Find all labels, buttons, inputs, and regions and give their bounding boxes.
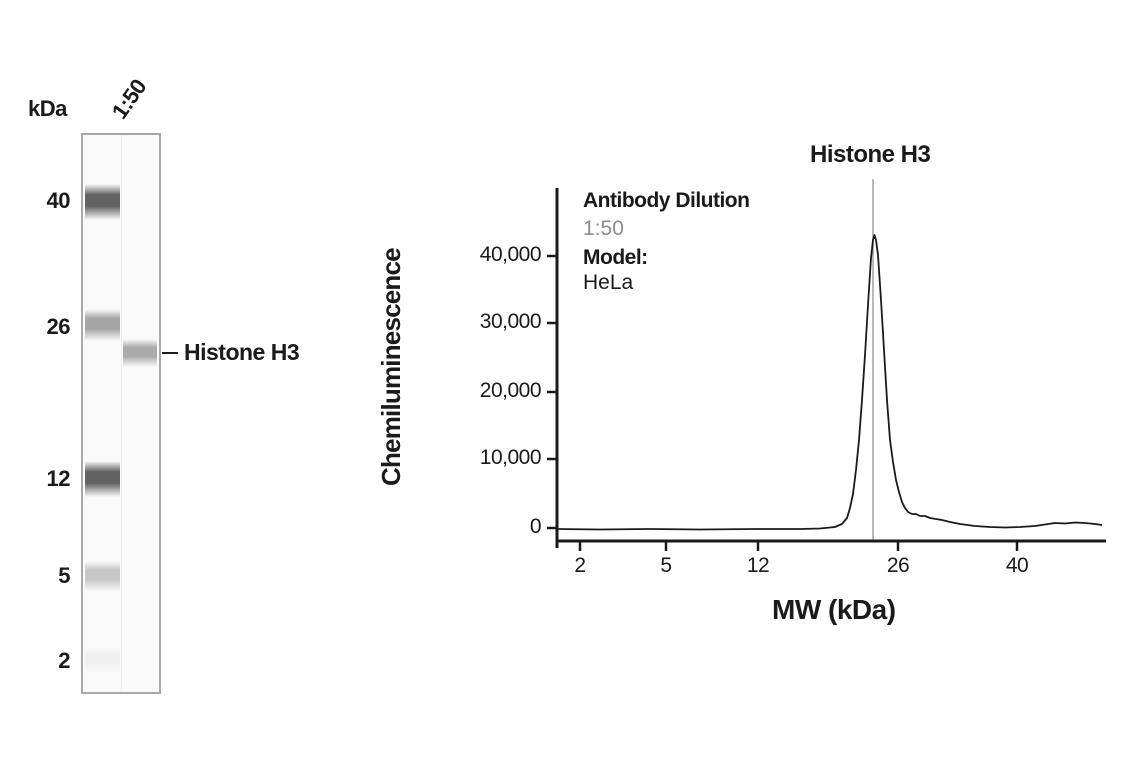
chart-title: Histone H3 <box>810 141 931 168</box>
x-tick-label: 5 <box>660 554 672 577</box>
legend-heading: Antibody Dilution <box>583 189 750 212</box>
y-tick-label: 40,000 <box>479 243 542 266</box>
target-band-dash <box>162 352 178 354</box>
y-tick-label: 30,000 <box>479 310 542 333</box>
x-axis-label: MW (kDa) <box>772 594 896 625</box>
ladder-band-40kda <box>85 184 120 220</box>
y-tick-label: 10,000 <box>479 446 542 469</box>
gel-unit-label: kDa <box>28 96 67 121</box>
ladder-band-12kda <box>85 461 120 497</box>
ladder-lane <box>85 135 120 692</box>
legend-model: HeLa <box>583 271 634 294</box>
ladder-band-26kda <box>85 309 120 341</box>
x-tick-label: 12 <box>746 554 770 577</box>
y-axis-label: Chemiluminescence <box>376 248 406 486</box>
histone-h3-band <box>123 339 157 367</box>
ladder-label-5: 5 <box>58 563 70 588</box>
x-tick-label: 40 <box>1005 554 1029 577</box>
trace-line <box>556 234 1103 531</box>
sample-lane <box>123 135 157 692</box>
x-tick-label: 2 <box>574 554 586 577</box>
ladder-band-2kda <box>85 647 120 673</box>
legend-dilution: 1:50 <box>583 217 624 240</box>
ladder-label-12: 12 <box>46 466 71 491</box>
gel-blot <box>81 133 161 694</box>
y-tick-label: 20,000 <box>479 379 542 402</box>
lane-separator <box>121 135 122 692</box>
ladder-label-2: 2 <box>58 648 70 673</box>
chart-legend: Antibody Dilution 1:50 Model: HeLa <box>583 187 750 295</box>
ladder-band-5kda <box>85 561 120 591</box>
ladder-label-26: 26 <box>46 314 71 339</box>
ladder-label-40: 40 <box>46 188 71 213</box>
legend-model-heading: Model: <box>583 246 648 269</box>
y-tick-label: 0 <box>529 515 542 538</box>
x-tick-label: 26 <box>886 554 910 577</box>
target-band-label: Histone H3 <box>184 339 300 365</box>
